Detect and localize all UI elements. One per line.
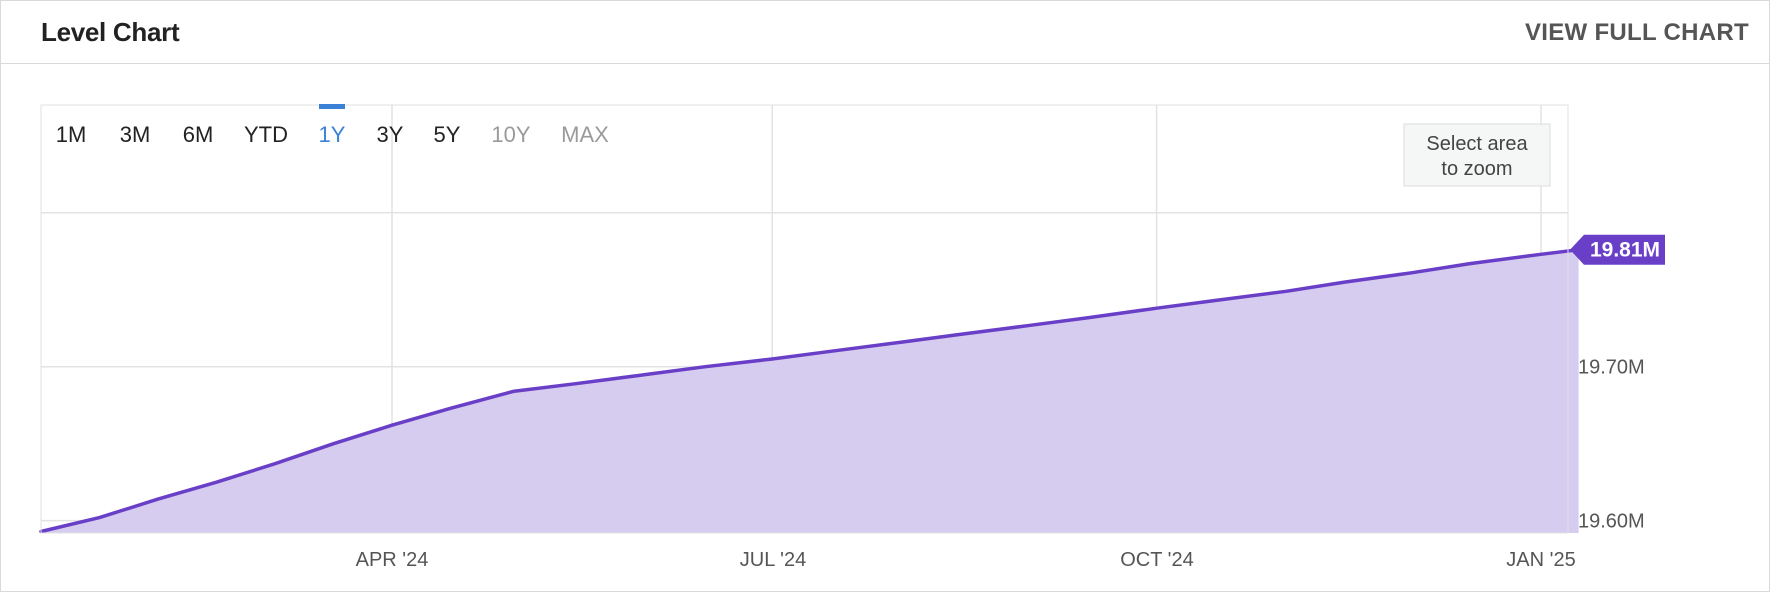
zoom-hint-tooltip: Select area to zoom [1403,123,1551,187]
range-button-1y[interactable]: 1Y [319,104,346,147]
last-value-badge-bg [1570,234,1665,265]
plot-border [40,104,1569,534]
panel-header: Level Chart VIEW FULL CHART [1,1,1769,64]
range-button-label: 3M [120,122,151,147]
range-button-1m[interactable]: 1M [56,122,87,147]
y-tick-label: 19.70M [1578,357,1645,379]
x-tick-label: JAN '25 [1506,549,1575,571]
last-value-badge: 19.81M [1570,234,1665,265]
x-tick-label: JUL '24 [740,549,806,571]
y-tick-label: 19.60M [1578,511,1645,533]
series-area-fill [41,249,1579,533]
range-button-label: 1M [56,122,87,147]
zoom-hint-line1: Select area [1426,133,1528,155]
zoom-hint-line2: to zoom [1441,158,1512,180]
view-full-chart-link[interactable]: VIEW FULL CHART [1524,19,1749,46]
range-button-label: 3Y [377,122,404,147]
x-tick-label: APR '24 [356,549,429,571]
range-button-ytd[interactable]: YTD [244,122,288,147]
range-button-label: 5Y [434,122,461,147]
x-tick-label: OCT '24 [1120,549,1193,571]
range-button-6m[interactable]: 6M [183,122,214,147]
panel-title: Level Chart [41,17,180,47]
series-line [39,247,1581,534]
range-selector: 1M 3M 6M YTD 1Y 3Y 5Y 10Y MAX [56,104,609,147]
range-button-label: 1Y [319,122,346,147]
range-button-10y: 10Y [491,122,530,147]
active-range-indicator [319,104,345,109]
range-button-max: MAX [561,122,609,147]
range-button-label: 10Y [491,122,530,147]
range-button-label: YTD [244,122,288,147]
range-button-label: 6M [183,122,214,147]
range-button-label: MAX [561,122,609,147]
range-button-5y[interactable]: 5Y [434,122,461,147]
chart-series [39,247,1581,534]
last-value-label: 19.81M [1590,239,1660,262]
range-button-3y[interactable]: 3Y [377,122,404,147]
range-button-3m[interactable]: 3M [120,122,151,147]
